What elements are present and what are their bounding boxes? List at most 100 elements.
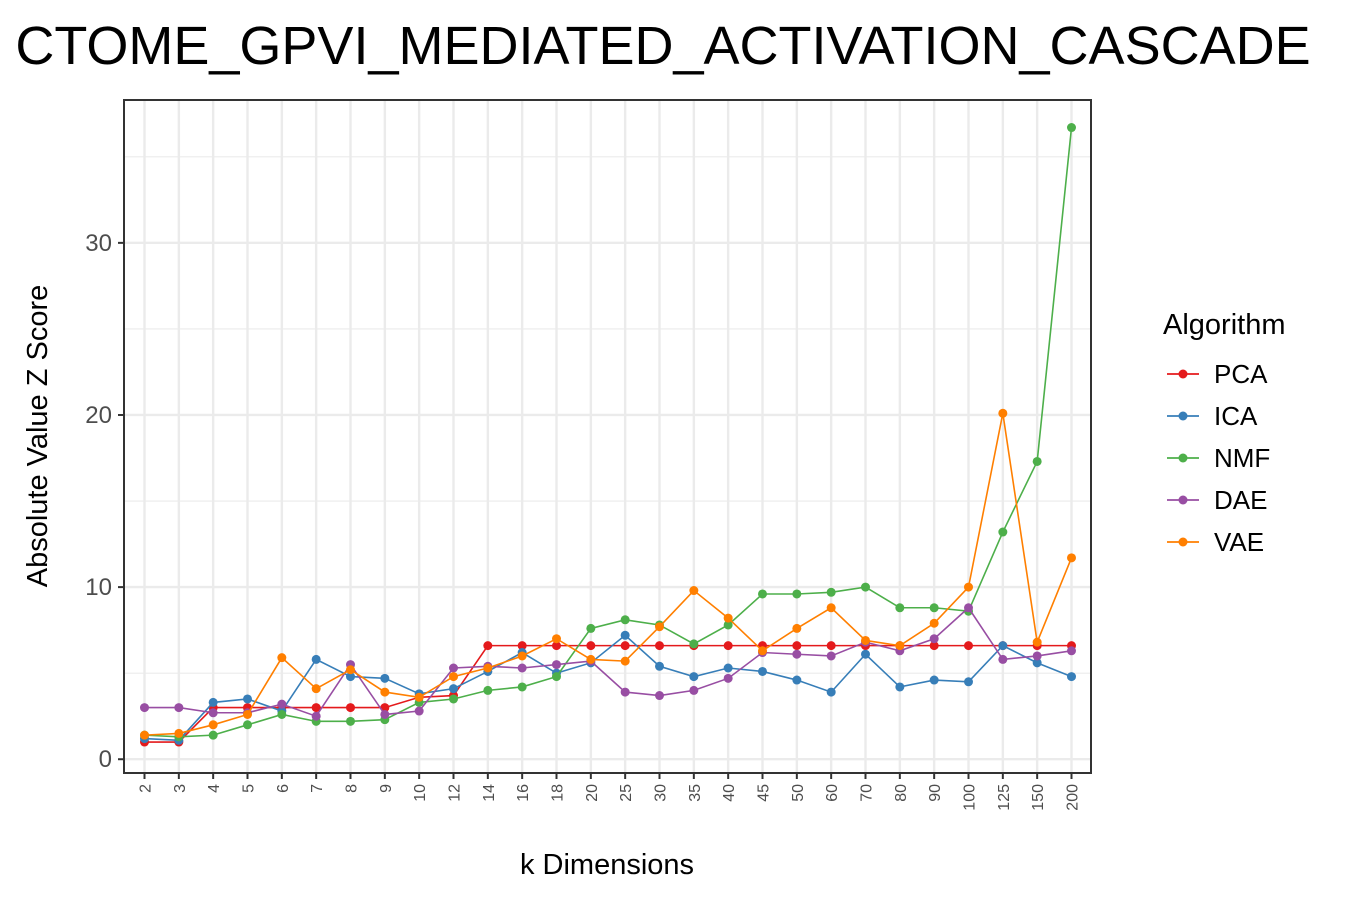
data-point-nmf xyxy=(449,694,458,704)
data-point-pca xyxy=(483,641,493,651)
data-point-vae xyxy=(655,622,664,632)
data-point-dae xyxy=(414,706,424,716)
data-point-nmf xyxy=(552,672,561,682)
data-point-vae xyxy=(346,665,355,675)
x-tick-label: 5 xyxy=(241,784,258,793)
data-point-dae xyxy=(964,603,973,613)
data-point-nmf xyxy=(346,716,355,726)
data-point-vae xyxy=(964,582,973,592)
data-point-nmf xyxy=(1032,456,1042,466)
x-axis-title: k Dimensions xyxy=(520,849,694,881)
data-point-vae xyxy=(552,634,561,644)
data-point-pca xyxy=(964,641,973,651)
x-tick-label: 7 xyxy=(309,784,326,793)
data-point-dae xyxy=(380,709,390,719)
data-point-vae xyxy=(414,692,424,702)
data-point-dae xyxy=(929,634,939,644)
data-point-dae xyxy=(689,685,699,695)
series-line-pca xyxy=(144,644,1072,743)
series-vae xyxy=(140,408,1076,740)
data-point-ica xyxy=(380,673,390,683)
data-point-vae xyxy=(826,603,836,613)
series-dae xyxy=(140,603,1076,721)
data-point-ica xyxy=(689,672,699,682)
data-point-nmf xyxy=(895,603,905,613)
data-point-dae xyxy=(140,703,149,713)
data-point-nmf xyxy=(723,620,733,630)
data-point-vae xyxy=(586,654,596,664)
data-point-nmf xyxy=(277,709,287,719)
x-tick-label: 150 xyxy=(1030,784,1047,811)
grid-lines xyxy=(124,100,1091,773)
data-point-vae xyxy=(861,635,870,645)
data-point-nmf xyxy=(208,730,218,740)
data-point-vae xyxy=(998,408,1008,418)
legend-item-pca: PCA xyxy=(1167,359,1268,389)
data-point-ica xyxy=(861,649,870,659)
data-point-vae xyxy=(243,709,252,719)
legend-label: VAE xyxy=(1214,527,1264,557)
data-point-vae xyxy=(311,684,321,694)
x-tick-label: 70 xyxy=(859,784,876,802)
data-point-dae xyxy=(517,663,527,673)
x-tick-label: 12 xyxy=(447,784,464,802)
legend-marker xyxy=(1178,495,1188,505)
data-point-vae xyxy=(380,687,390,697)
legend-marker xyxy=(1178,411,1188,421)
data-point-nmf xyxy=(861,582,870,592)
legend-label: PCA xyxy=(1214,359,1268,389)
data-point-nmf xyxy=(517,682,527,692)
y-tick-label: 10 xyxy=(85,574,112,601)
series-nmf xyxy=(140,123,1076,742)
data-point-dae xyxy=(620,687,630,697)
data-point-vae xyxy=(517,651,527,661)
x-tick-label: 90 xyxy=(927,784,944,802)
data-point-pca xyxy=(517,641,527,651)
data-point-pca xyxy=(929,641,939,651)
data-point-pca xyxy=(826,641,836,651)
y-tick-label: 30 xyxy=(85,230,112,257)
x-tick-label: 8 xyxy=(344,784,361,793)
legend-title: Algorithm xyxy=(1163,309,1286,341)
series-layer xyxy=(140,123,1076,747)
legend-label: NMF xyxy=(1214,443,1270,473)
data-point-vae xyxy=(449,672,458,682)
legend-label: DAE xyxy=(1214,485,1267,515)
chart-title: CTOME_GPVI_MEDIATED_ACTIVATION_CASCADE xyxy=(15,16,1310,76)
data-point-vae xyxy=(277,653,287,663)
plot-panel-background xyxy=(124,100,1091,773)
data-point-vae xyxy=(1032,637,1042,647)
y-axis-title: Absolute Value Z Score xyxy=(22,285,54,588)
x-tick-label: 9 xyxy=(378,784,395,793)
data-point-dae xyxy=(311,711,321,721)
data-point-ica xyxy=(826,687,836,697)
data-point-nmf xyxy=(758,589,767,599)
data-point-ica xyxy=(964,677,973,687)
data-point-vae xyxy=(689,586,699,596)
data-point-pca xyxy=(346,703,355,713)
legend-label: ICA xyxy=(1214,401,1258,431)
series-line-nmf xyxy=(144,127,1073,738)
x-tick-label: 10 xyxy=(412,784,429,802)
legend-item-ica: ICA xyxy=(1167,401,1258,431)
y-tick-label: 20 xyxy=(85,402,112,429)
data-point-vae xyxy=(758,646,767,656)
data-point-vae xyxy=(723,613,733,623)
data-point-nmf xyxy=(689,639,699,649)
data-point-dae xyxy=(174,703,184,713)
x-tick-label: 200 xyxy=(1065,784,1082,811)
x-tick-label: 100 xyxy=(962,784,979,811)
data-point-ica xyxy=(723,663,733,673)
data-point-nmf xyxy=(1067,123,1076,133)
data-point-pca xyxy=(311,703,321,713)
data-point-vae xyxy=(929,618,939,628)
data-point-vae xyxy=(208,720,218,730)
data-point-nmf xyxy=(929,603,939,613)
data-point-ica xyxy=(998,641,1008,651)
data-point-dae xyxy=(826,651,836,661)
x-tick-label: 125 xyxy=(996,784,1013,811)
data-point-vae xyxy=(792,623,802,633)
x-tick-label: 2 xyxy=(138,784,155,793)
x-tick-label: 20 xyxy=(584,784,601,802)
